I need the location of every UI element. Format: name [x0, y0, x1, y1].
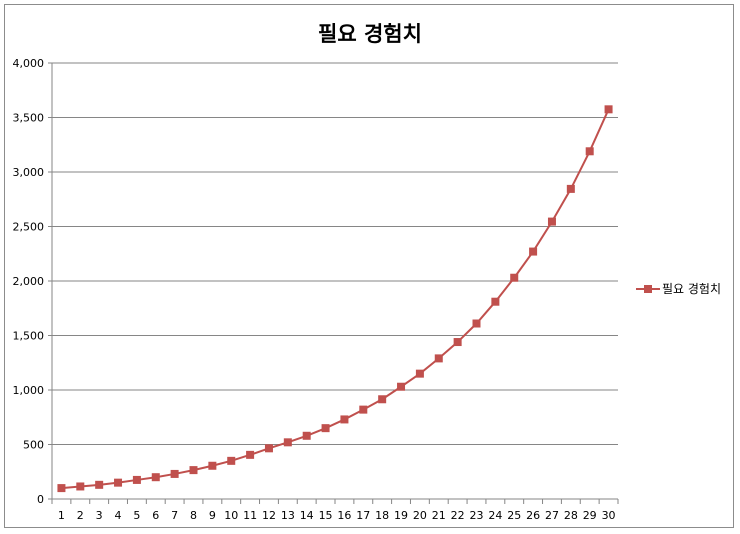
- y-tick-label: 3,000: [13, 166, 45, 179]
- data-point: [397, 382, 406, 391]
- data-point: [208, 461, 217, 470]
- data-point: [95, 480, 104, 489]
- x-tick-label: 18: [375, 509, 389, 522]
- legend-marker: [644, 285, 652, 293]
- data-point: [359, 405, 368, 414]
- data-point: [529, 247, 538, 256]
- data-point: [472, 319, 481, 328]
- legend: 필요 경험치: [636, 282, 721, 296]
- x-tick-label: 26: [526, 509, 540, 522]
- y-tick-label: 2,000: [13, 275, 45, 288]
- x-tick-label: 9: [209, 509, 216, 522]
- data-point: [453, 338, 462, 347]
- y-tick-label: 1,500: [13, 330, 45, 343]
- x-tick-label: 1: [58, 509, 65, 522]
- data-point: [151, 473, 160, 482]
- data-point: [302, 431, 311, 440]
- data-point: [434, 354, 443, 363]
- chart-title: 필요 경험치: [318, 22, 422, 46]
- data-point: [170, 469, 179, 478]
- data-point: [585, 147, 594, 156]
- x-tick-label: 20: [413, 509, 427, 522]
- x-tick-label: 24: [488, 509, 502, 522]
- y-tick-label: 0: [37, 493, 44, 506]
- axes: [51, 63, 619, 504]
- data-point: [57, 484, 66, 493]
- x-tick-label: 14: [300, 509, 314, 522]
- x-tick-label: 21: [432, 509, 446, 522]
- data-point: [604, 105, 613, 114]
- series-line: [61, 108, 610, 490]
- x-tick-label: 17: [356, 509, 370, 522]
- x-tick-label: 16: [337, 509, 351, 522]
- data-point: [415, 369, 424, 378]
- x-tick-label: 12: [262, 509, 276, 522]
- data-point: [227, 456, 236, 465]
- data-point: [491, 297, 500, 306]
- data-point: [547, 217, 556, 226]
- data-point: [321, 424, 330, 433]
- data-point: [264, 444, 273, 453]
- data-point: [114, 478, 123, 487]
- x-tick-label: 8: [190, 509, 197, 522]
- x-tick-label: 19: [394, 509, 408, 522]
- y-tick-labels: 0 500 1,000 1,500 2,000 2,500 3,000 3,500 4,000: [13, 57, 45, 506]
- x-tick-label: 28: [564, 509, 578, 522]
- data-point: [378, 395, 387, 404]
- legend-label: 필요 경험치: [662, 282, 721, 296]
- x-tick-label: 15: [319, 509, 333, 522]
- y-tick-label: 4,000: [13, 57, 45, 70]
- data-point: [283, 438, 292, 447]
- x-tick-label: 30: [602, 509, 616, 522]
- x-tick-label: 22: [451, 509, 465, 522]
- y-tick-label: 2,500: [13, 221, 45, 234]
- x-tick-label: 11: [243, 509, 257, 522]
- series-group: [57, 105, 613, 493]
- x-tick-label: 10: [224, 509, 238, 522]
- x-tick-label: 2: [77, 509, 84, 522]
- data-point: [340, 415, 349, 424]
- x-tick-label: 6: [152, 509, 159, 522]
- x-tick-label: 23: [470, 509, 484, 522]
- chart-frame: [4, 4, 734, 528]
- data-point: [189, 466, 198, 475]
- data-point: [76, 482, 85, 491]
- x-tick-labels: 1 2 3 4 5 6 7 8 9 10 11 12 13 14 15 16 17 18 19 20 21 22 23 24 2…: [58, 509, 616, 522]
- x-tick-label: 4: [115, 509, 122, 522]
- y-tick-label: 3,500: [13, 112, 45, 125]
- x-tick-label: 29: [583, 509, 597, 522]
- y-tick-label: 1,000: [13, 384, 45, 397]
- data-point: [246, 450, 255, 459]
- data-point: [510, 273, 519, 282]
- x-tick-label: 3: [96, 509, 103, 522]
- gridlines: [48, 62, 618, 500]
- x-tick-label: 25: [507, 509, 521, 522]
- x-tick-label: 27: [545, 509, 559, 522]
- y-tick-label: 500: [23, 439, 44, 452]
- x-tick-label: 13: [281, 509, 295, 522]
- x-tick-label: 7: [171, 509, 178, 522]
- data-point: [132, 475, 141, 484]
- data-point: [566, 184, 575, 193]
- x-tick-label: 5: [133, 509, 140, 522]
